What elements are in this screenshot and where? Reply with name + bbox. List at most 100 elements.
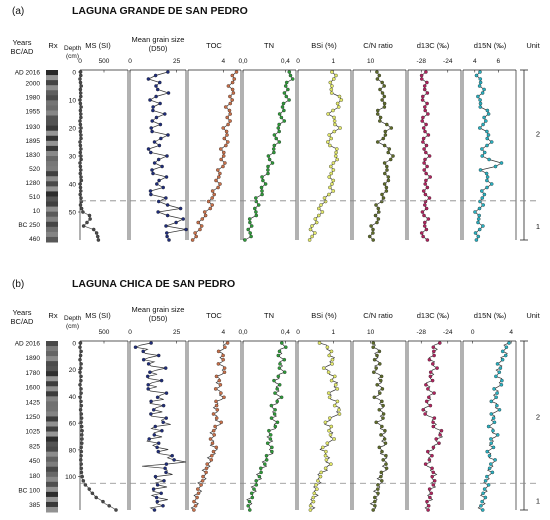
data-point: [264, 453, 269, 458]
data-point: [424, 171, 428, 176]
data-point: [477, 213, 481, 218]
data-point: [372, 395, 377, 400]
data-point: [286, 87, 290, 92]
data-point: [426, 217, 431, 221]
data-point: [333, 154, 338, 158]
data-point: [163, 112, 167, 116]
data-point: [489, 437, 493, 441]
x-tick: 0,4: [281, 329, 290, 336]
data-point: [156, 157, 161, 162]
data-point: [79, 115, 83, 120]
data-point: [382, 161, 387, 165]
data-point: [228, 119, 232, 123]
data-point: [329, 462, 333, 466]
data-point: [254, 199, 259, 204]
data-point: [172, 458, 176, 462]
data-point: [266, 164, 270, 169]
data-point: [154, 115, 159, 120]
data-point: [339, 98, 344, 102]
data-point: [79, 133, 83, 137]
data-point: [489, 399, 494, 404]
data-point: [284, 94, 289, 99]
data-point: [79, 449, 84, 454]
data-point: [78, 108, 83, 113]
column-7: d15N (‰) 0 4: [462, 311, 517, 512]
data-point: [148, 370, 152, 374]
data-point: [478, 126, 482, 130]
data-point: [282, 370, 287, 374]
data-point: [432, 391, 436, 395]
data-point: [385, 164, 389, 169]
data-point: [372, 357, 377, 362]
data-point: [311, 499, 316, 504]
core-band: [46, 431, 58, 438]
data-point: [308, 227, 313, 232]
data-point: [284, 345, 288, 349]
x-tick: 25: [173, 329, 181, 336]
data-point: [254, 210, 258, 214]
data-point: [493, 458, 497, 462]
x-tick: 4: [222, 58, 226, 65]
series-name: MS (SI): [85, 41, 111, 50]
data-point: [164, 196, 168, 200]
data-point: [167, 238, 171, 242]
data-point: [426, 508, 430, 512]
data-point: [425, 164, 429, 169]
data-point: [328, 185, 332, 190]
data-point: [80, 433, 84, 437]
data-point: [375, 112, 380, 116]
data-point: [79, 126, 83, 130]
data-point: [423, 182, 427, 186]
years-label-unit: BC/AD: [11, 317, 35, 326]
data-point: [78, 122, 83, 127]
data-point: [481, 122, 485, 127]
data-point: [149, 412, 153, 416]
data-point: [166, 70, 170, 74]
data-point: [276, 374, 281, 379]
data-point: [80, 437, 84, 441]
data-point: [221, 164, 225, 169]
data-point: [190, 238, 195, 242]
data-point: [383, 428, 387, 433]
data-point: [480, 147, 484, 151]
data-point: [203, 213, 208, 218]
data-point: [335, 157, 339, 162]
series-name: TN: [264, 41, 274, 50]
data-point: [151, 105, 155, 109]
data-point: [79, 416, 84, 420]
x-tick: 10: [367, 329, 375, 336]
x-tick: 0: [296, 329, 300, 336]
series-name: Mean grain size: [132, 305, 185, 314]
data-point: [331, 168, 336, 172]
data-point: [79, 94, 83, 99]
data-point: [219, 147, 223, 151]
data-point: [96, 238, 101, 242]
data-point: [326, 112, 330, 116]
data-point: [148, 98, 152, 102]
data-point: [246, 504, 250, 508]
data-point: [380, 399, 384, 404]
data-point: [332, 115, 336, 120]
data-point: [149, 399, 153, 404]
data-point: [79, 453, 83, 458]
data-point: [164, 224, 168, 228]
data-point: [480, 508, 485, 512]
data-point: [225, 341, 230, 345]
data-point: [332, 119, 337, 123]
data-point: [277, 140, 282, 144]
data-point: [431, 345, 436, 349]
data-point: [438, 341, 442, 345]
data-point: [273, 424, 278, 429]
data-point: [425, 238, 430, 242]
data-point: [327, 395, 332, 400]
data-point: [329, 424, 334, 429]
data-point: [273, 408, 277, 412]
data-point: [277, 122, 281, 127]
data-point: [499, 383, 504, 387]
data-point: [372, 370, 376, 374]
core-band: [46, 476, 58, 483]
depth-tick: 100: [65, 474, 76, 481]
data-point: [377, 73, 382, 78]
data-point: [423, 108, 427, 113]
data-point: [155, 499, 160, 504]
